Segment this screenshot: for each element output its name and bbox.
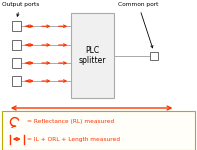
Text: PLC
splitter: PLC splitter [79, 46, 106, 65]
Text: = Reflectance (RL) measured: = Reflectance (RL) measured [27, 119, 114, 124]
Bar [12, 40, 21, 50]
Bar [150, 52, 158, 60]
Text: Output ports: Output ports [2, 2, 39, 16]
Bar [71, 14, 114, 98]
Bar [2, 111, 195, 150]
Bar [12, 76, 21, 86]
Text: = IL + ORL + Length measured: = IL + ORL + Length measured [27, 137, 120, 142]
Bar [12, 58, 21, 68]
Bar [12, 21, 21, 31]
Text: Common port: Common port [118, 2, 159, 48]
